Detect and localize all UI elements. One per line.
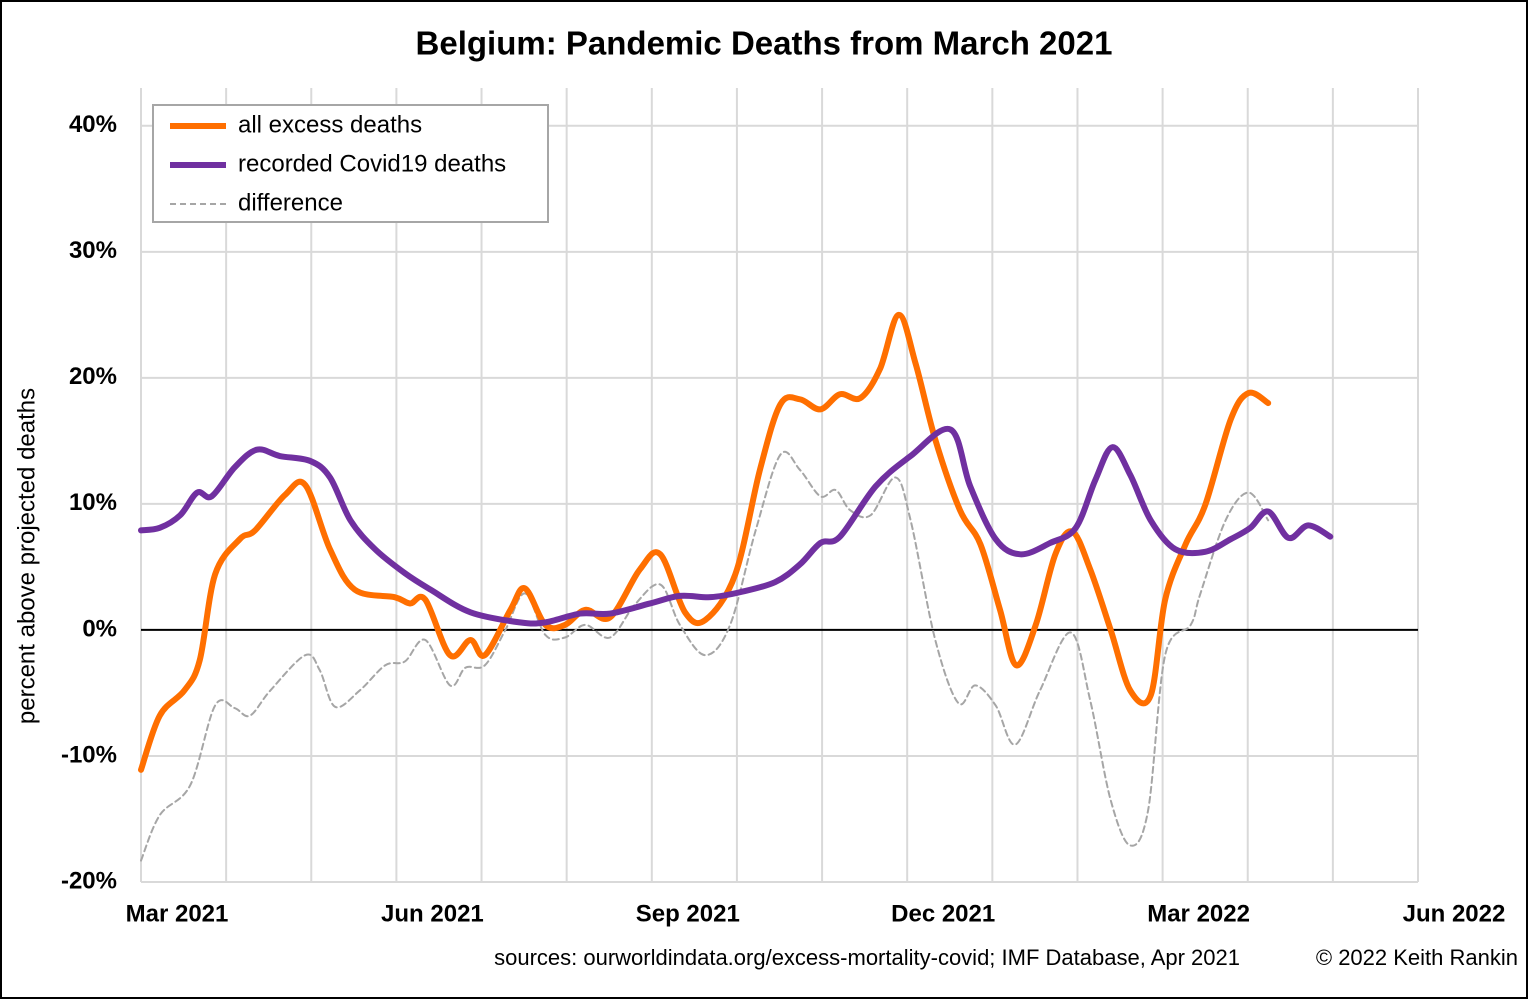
- y-tick-label: -10%: [61, 741, 117, 768]
- chart-title: Belgium: Pandemic Deaths from March 2021: [416, 25, 1113, 62]
- legend: all excess deaths recorded Covid19 deaths…: [152, 104, 549, 223]
- legend-label: all excess deaths: [238, 111, 422, 138]
- legend-label: recorded Covid19 deaths: [238, 150, 506, 177]
- x-tick-label: Sep 2021: [636, 900, 740, 927]
- y-tick-label: 40%: [69, 111, 117, 138]
- x-tick-label: Dec 2021: [891, 900, 995, 927]
- y-tick-label: 0%: [82, 615, 117, 642]
- x-tick-label: Jun 2022: [1403, 900, 1506, 927]
- y-tick-label: 10%: [69, 489, 117, 516]
- source-note: sources: ourworldindata.org/excess-morta…: [494, 945, 1240, 970]
- x-tick-label: Jun 2021: [381, 900, 484, 927]
- y-tick-label: -20%: [61, 867, 117, 894]
- series-line: [138, 311, 1272, 773]
- legend-label: difference: [238, 189, 343, 216]
- x-tick-label: Mar 2021: [126, 900, 229, 927]
- y-tick-label: 20%: [69, 363, 117, 390]
- series-line: [140, 450, 1270, 862]
- x-tick-label: Mar 2022: [1147, 900, 1250, 927]
- y-tick-label: 30%: [69, 237, 117, 264]
- copyright: © 2022 Keith Rankin: [1316, 945, 1518, 970]
- series-line: [138, 425, 1334, 627]
- y-axis-label: percent above projected deaths: [13, 388, 40, 724]
